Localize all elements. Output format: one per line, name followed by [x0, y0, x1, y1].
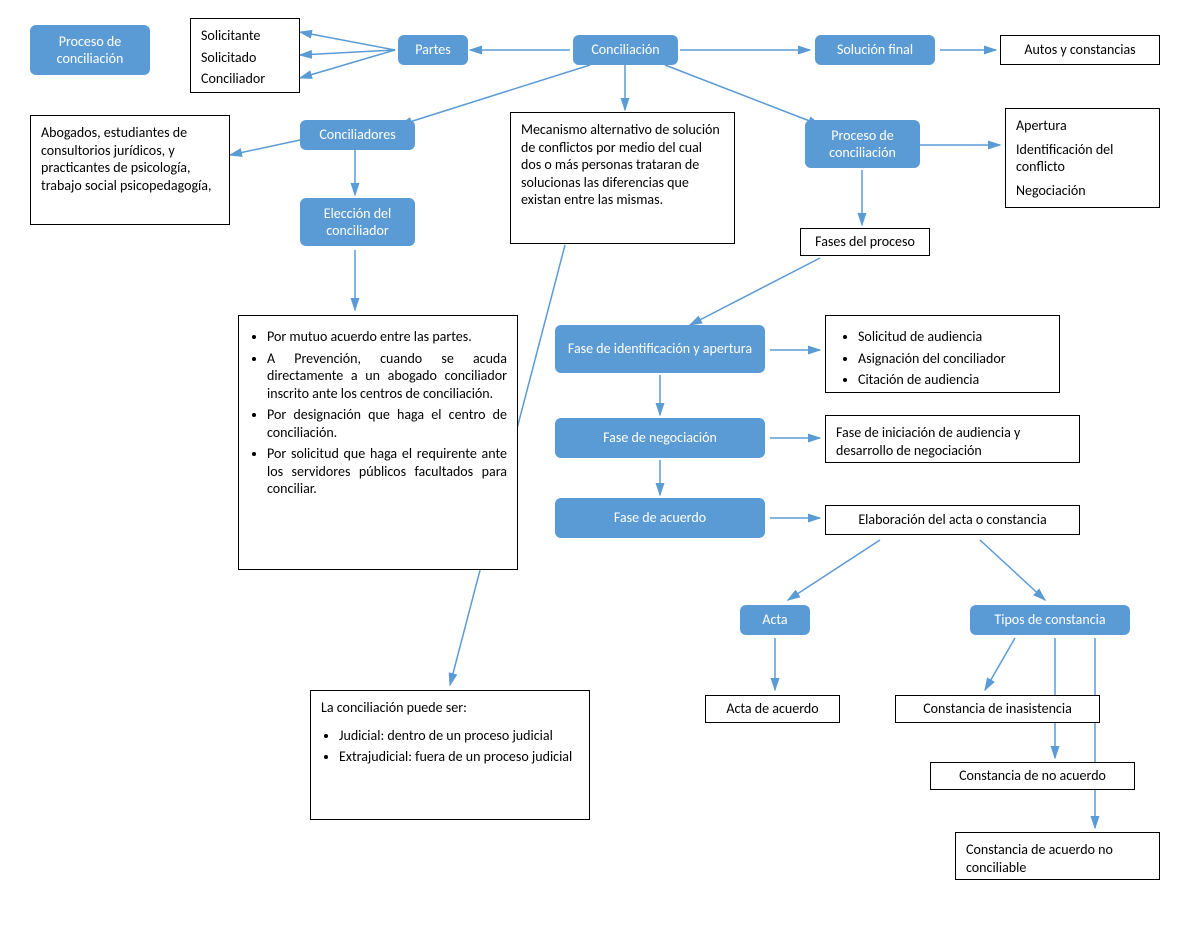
box-autos: Autos y constancias [1000, 35, 1160, 65]
node-fase-ident: Fase de identificación y apertura [555, 325, 765, 373]
eleccion-item-0: Por mutuo acuerdo entre las partes. [267, 328, 507, 346]
node-eleccion: Elección del conciliador [300, 198, 415, 246]
text-solicitado: Solicitado [201, 49, 289, 67]
box-tipos: La conciliación puede ser: Judicial: den… [310, 690, 590, 820]
node-conciliadores: Conciliadores [300, 120, 415, 150]
box-mecanismo: Mecanismo alternativo de solución de con… [510, 112, 735, 244]
tipos-item-0: Judicial: dentro de un proceso judicial [339, 727, 579, 745]
text-solicitante: Solicitante [201, 27, 289, 45]
text-apertura-2: Negociación [1016, 182, 1149, 200]
box-eleccion-items: Por mutuo acuerdo entre las partes. A Pr… [238, 315, 518, 570]
node-proceso2: Proceso de conciliación [805, 120, 920, 168]
solicitud-0: Solicitud de audiencia [858, 328, 1049, 346]
box-const-noacuerdo: Constancia de no acuerdo [930, 762, 1135, 790]
node-partes: Partes [398, 35, 468, 65]
box-fase-inic: Fase de iniciación de audiencia y desarr… [825, 415, 1080, 463]
diagram-canvas: Proceso de conciliación Solicitante Soli… [0, 0, 1200, 927]
box-abogados: Abogados, estudiantes de consultorios ju… [30, 115, 230, 225]
tipos-intro: La conciliación puede ser: [321, 699, 579, 717]
box-apertura: Apertura Identificación del conflicto Ne… [1005, 108, 1160, 208]
node-solucion-final: Solución final [815, 35, 935, 65]
box-elaboracion: Elaboración del acta o constancia [825, 505, 1080, 535]
node-conciliacion: Conciliación [573, 35, 678, 65]
box-const-inasist: Constancia de inasistencia [895, 695, 1100, 723]
node-tipos-const: Tipos de constancia [970, 605, 1130, 635]
node-proceso-top: Proceso de conciliación [30, 25, 150, 75]
text-apertura-1: Identificación del conflicto [1016, 141, 1149, 176]
eleccion-item-3: Por solicitud que haga el requirente ant… [267, 445, 507, 498]
solicitud-1: Asignación del conciliador [858, 350, 1049, 368]
node-acta: Acta [740, 605, 810, 635]
box-acta-acuerdo: Acta de acuerdo [705, 695, 840, 723]
eleccion-item-1: A Prevención, cuando se acuda directamen… [267, 350, 507, 403]
eleccion-item-2: Por designación que haga el centro de co… [267, 406, 507, 441]
solicitud-2: Citación de audiencia [858, 371, 1049, 389]
box-partes-list: Solicitante Solicitado Conciliador [190, 18, 300, 93]
box-solicitud: Solicitud de audiencia Asignación del co… [825, 315, 1060, 393]
box-fases-proceso: Fases del proceso [800, 228, 930, 256]
text-apertura-0: Apertura [1016, 117, 1149, 135]
node-fase-neg: Fase de negociación [555, 418, 765, 458]
text-conciliador-p: Conciliador [201, 70, 289, 88]
tipos-item-1: Extrajudicial: fuera de un proceso judic… [339, 748, 579, 766]
node-fase-acuerdo: Fase de acuerdo [555, 498, 765, 538]
box-const-noconc: Constancia de acuerdo no conciliable [955, 832, 1160, 880]
